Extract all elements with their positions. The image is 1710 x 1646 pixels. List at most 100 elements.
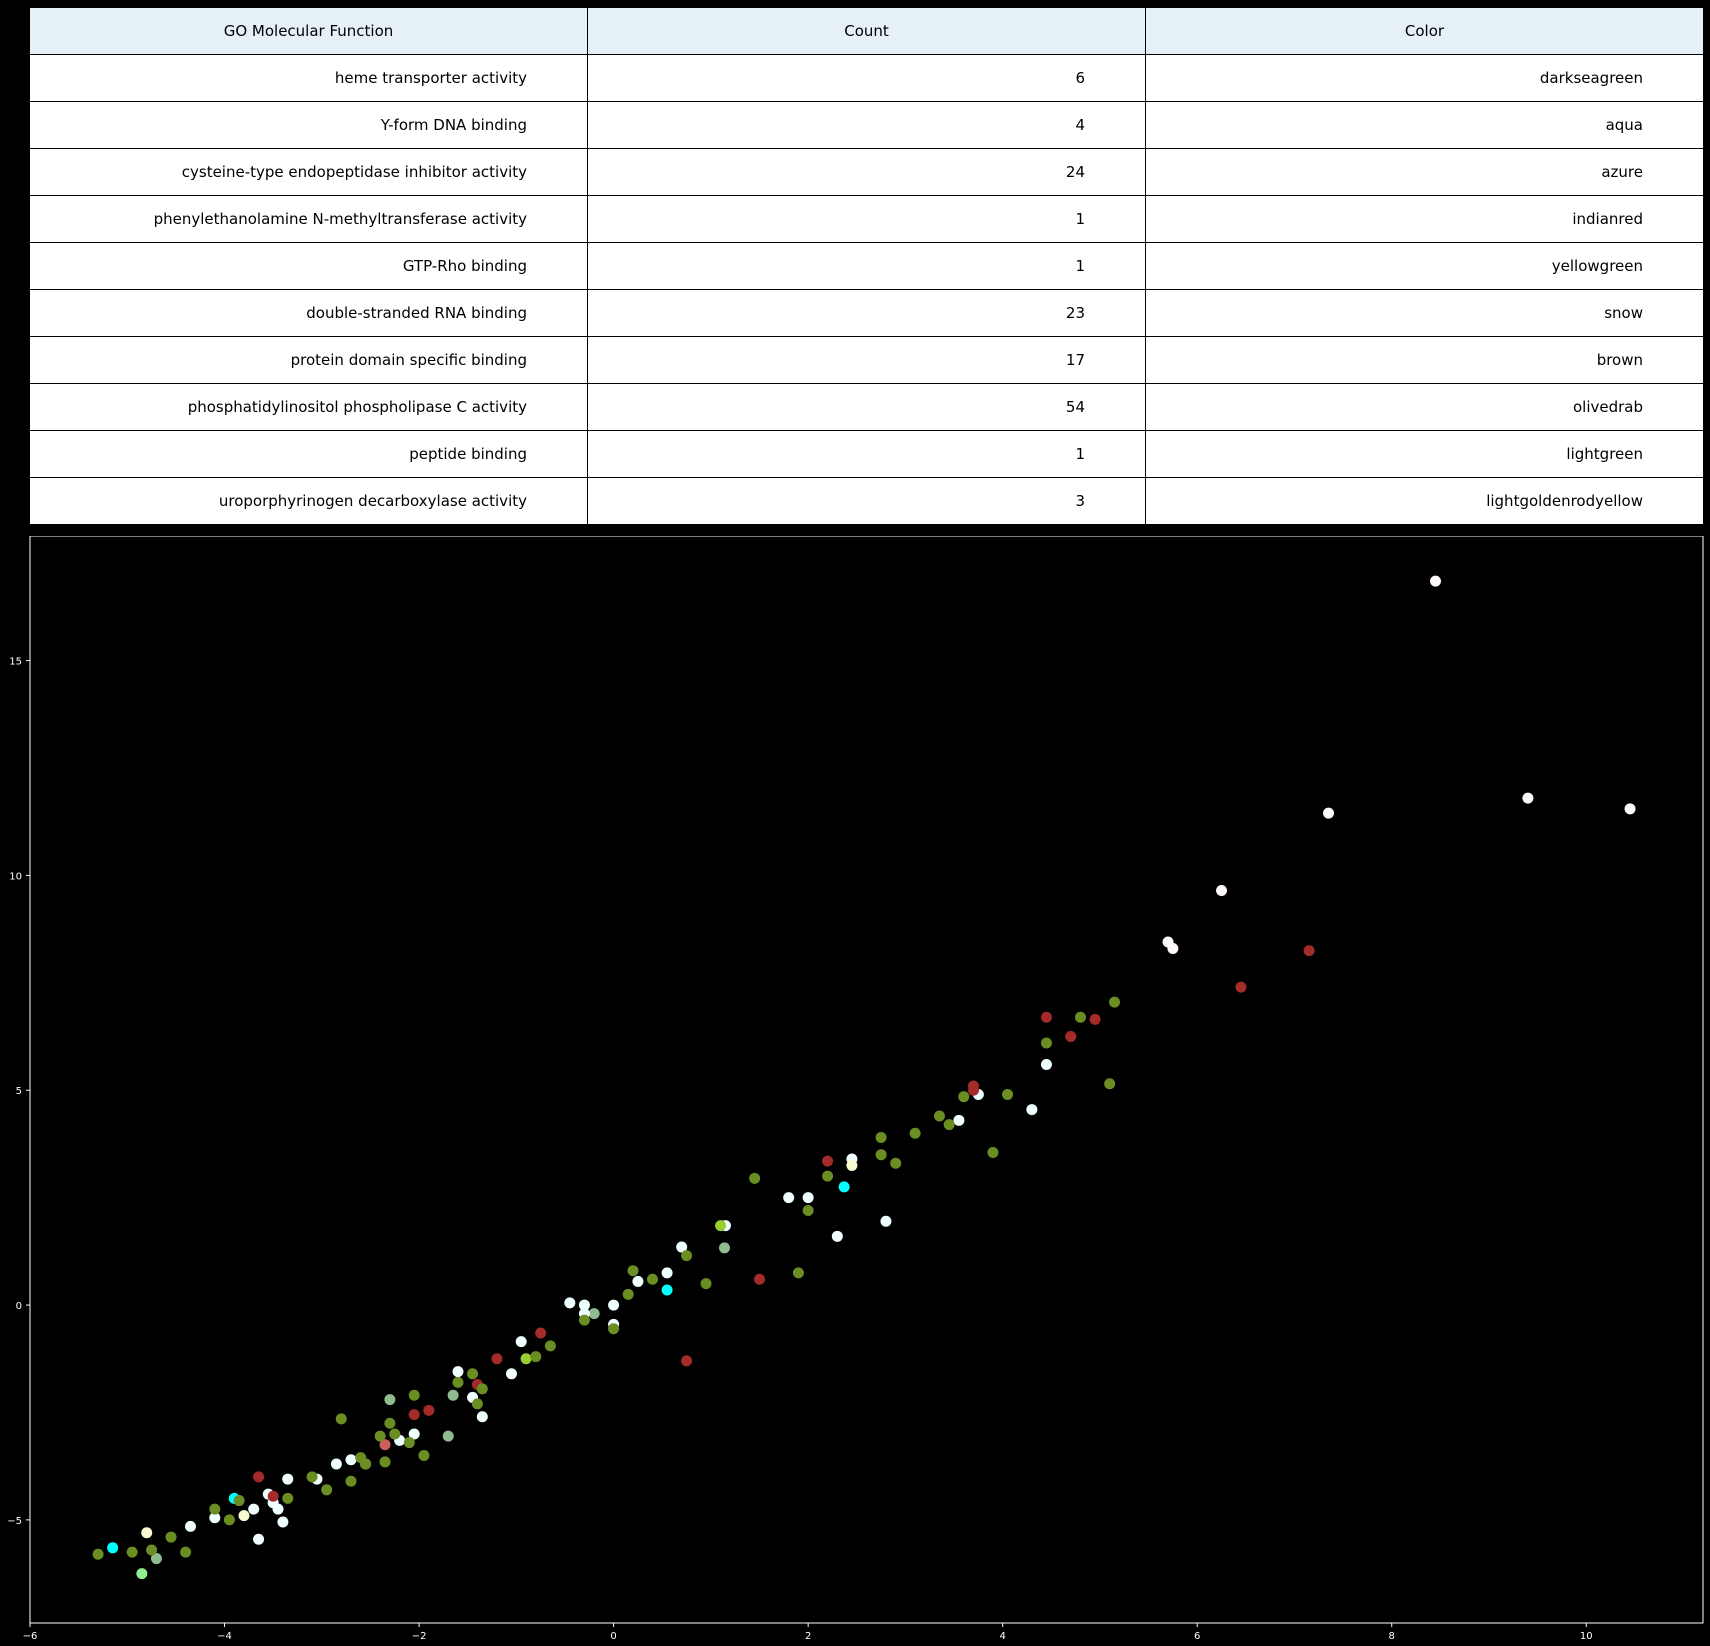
data-point-olivedrab: [909, 1127, 921, 1139]
cell-color: snow: [1145, 289, 1704, 337]
data-point-olivedrab: [384, 1417, 396, 1429]
data-point-snow: [1430, 575, 1442, 587]
data-point-azure: [476, 1411, 488, 1423]
data-point-darkseagreen: [442, 1430, 454, 1442]
data-point-olivedrab: [389, 1428, 401, 1440]
data-point-azure: [880, 1215, 892, 1227]
data-point-olivedrab: [335, 1413, 347, 1425]
cell-color: brown: [1145, 336, 1704, 384]
data-point-brown: [1235, 981, 1247, 993]
data-point-olivedrab: [209, 1503, 221, 1515]
data-point-olivedrab: [345, 1475, 357, 1487]
data-point-azure: [272, 1503, 284, 1515]
cell-count: 3: [587, 477, 1146, 525]
data-point-snow: [1522, 792, 1534, 804]
plot-area: [29, 536, 1704, 1624]
table-row: phosphatidylinositol phospholipase C act…: [29, 383, 1704, 431]
data-point-olivedrab: [875, 1132, 887, 1144]
data-point-olivedrab: [802, 1205, 814, 1217]
data-point-azure: [505, 1368, 517, 1380]
data-point-darkseagreen: [718, 1242, 730, 1254]
data-point-darkseagreen: [447, 1389, 459, 1401]
data-point-olivedrab: [126, 1546, 138, 1558]
table-body: heme transporter activity 6 darkseagreen Y-…: [29, 54, 1704, 525]
data-point-azure: [452, 1366, 464, 1378]
data-point-olivedrab: [418, 1449, 430, 1461]
data-point-brown: [1040, 1011, 1052, 1023]
data-point-olivedrab: [700, 1278, 712, 1290]
table-row: GTP-Rho binding 1 yellowgreen: [29, 242, 1704, 290]
data-point-olivedrab: [749, 1172, 761, 1184]
cell-color: darkseagreen: [1145, 54, 1704, 102]
cell-color: aqua: [1145, 101, 1704, 149]
data-point-snow: [1624, 803, 1636, 815]
y-tick-label: 15: [9, 657, 22, 668]
cell-function: uroporphyrinogen decarboxylase activity: [29, 477, 588, 525]
y-tick-label: 5: [16, 1086, 22, 1097]
data-point-azure: [209, 1512, 221, 1524]
column-header-color: Color: [1145, 7, 1704, 55]
data-point-olivedrab: [1109, 996, 1121, 1008]
cell-color: lightgoldenrodyellow: [1145, 477, 1704, 525]
data-point-brown: [267, 1490, 279, 1502]
data-point-olivedrab: [1104, 1078, 1116, 1090]
x-tick-label: −6: [23, 1631, 38, 1642]
cell-function: phenylethanolamine N-methyltransferase a…: [29, 195, 588, 243]
cell-function: double-stranded RNA binding: [29, 289, 588, 337]
data-point-snow: [1323, 807, 1335, 819]
data-point-lightgoldenrodyellow: [141, 1527, 153, 1539]
data-point-azure: [253, 1533, 265, 1545]
x-tick-label: 8: [1389, 1631, 1395, 1642]
data-point-azure: [277, 1516, 289, 1528]
data-point-aqua: [838, 1181, 850, 1193]
data-point-olivedrab: [360, 1458, 372, 1470]
data-point-yellowgreen: [715, 1220, 727, 1232]
data-point-olivedrab: [180, 1546, 192, 1558]
data-point-olivedrab: [627, 1265, 639, 1277]
data-point-azure: [408, 1428, 420, 1440]
data-point-olivedrab: [530, 1351, 542, 1363]
cell-count: 17: [587, 336, 1146, 384]
data-point-olivedrab: [223, 1514, 235, 1526]
data-point-azure: [953, 1114, 965, 1126]
data-point-olivedrab: [544, 1340, 556, 1352]
cell-color: olivedrab: [1145, 383, 1704, 431]
data-point-olivedrab: [875, 1149, 887, 1161]
data-point-olivedrab: [792, 1267, 804, 1279]
data-point-azure: [831, 1230, 843, 1242]
data-point-azure: [282, 1473, 294, 1485]
data-point-darkseagreen: [150, 1553, 162, 1565]
data-point-azure: [515, 1336, 527, 1348]
data-point-azure: [676, 1241, 688, 1253]
column-header-function: GO Molecular Function: [29, 7, 588, 55]
data-point-azure: [345, 1454, 357, 1466]
x-tick-label: −2: [412, 1631, 427, 1642]
data-point-olivedrab: [1002, 1089, 1014, 1101]
data-point-azure: [608, 1299, 620, 1311]
cell-function: cysteine-type endopeptidase inhibitor ac…: [29, 148, 588, 196]
cell-color: azure: [1145, 148, 1704, 196]
data-point-olivedrab: [233, 1495, 245, 1507]
data-point-olivedrab: [890, 1157, 902, 1169]
cell-count: 23: [587, 289, 1146, 337]
data-point-azure: [661, 1267, 673, 1279]
data-point-aqua: [661, 1284, 673, 1296]
data-point-olivedrab: [958, 1091, 970, 1103]
data-point-olivedrab: [408, 1389, 420, 1401]
data-point-olivedrab: [622, 1288, 634, 1300]
data-point-lightgoldenrodyellow: [846, 1159, 858, 1171]
x-tick-label: 4: [999, 1631, 1005, 1642]
data-point-olivedrab: [471, 1398, 483, 1410]
data-point-azure: [1040, 1058, 1052, 1070]
data-point-olivedrab: [987, 1147, 999, 1159]
data-point-azure: [184, 1520, 196, 1532]
y-tick-label: 10: [9, 871, 22, 882]
data-point-olivedrab: [282, 1492, 294, 1504]
cell-function: protein domain specific binding: [29, 336, 588, 384]
x-tick-label: 0: [610, 1631, 616, 1642]
data-point-olivedrab: [379, 1456, 391, 1468]
cell-count: 6: [587, 54, 1146, 102]
cell-count: 1: [587, 430, 1146, 478]
y-tick-label: 0: [16, 1301, 22, 1312]
table-row: protein domain specific binding 17 brown: [29, 336, 1704, 384]
